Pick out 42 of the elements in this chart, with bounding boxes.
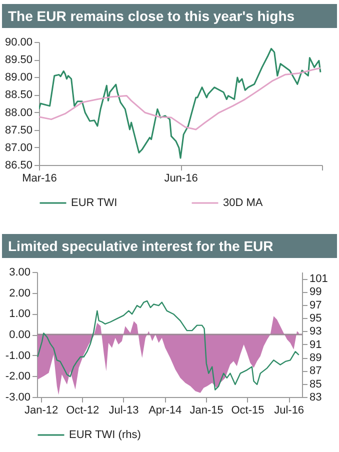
legend-label: 30D MA xyxy=(223,197,264,209)
y2-tick-label: 87 xyxy=(310,365,322,378)
x-tick-label: Apr-14 xyxy=(148,404,182,416)
y-tick-label: 1.00 xyxy=(9,308,30,320)
y-tick-label: 86.50 xyxy=(4,160,32,172)
x-tick-label: Jan-12 xyxy=(24,404,58,416)
legend-label: EUR TWI xyxy=(71,197,118,209)
y-tick-label: 3.00 xyxy=(9,266,30,278)
y-tick-label: 88.00 xyxy=(4,106,32,119)
y2-tick-label: 93 xyxy=(310,326,322,338)
x-tick-label: Jan-15 xyxy=(190,404,224,416)
x-tick-label: Jul-13 xyxy=(108,404,139,416)
y-tick-label: 0.00 xyxy=(9,329,30,341)
y2-tick-label: 95 xyxy=(310,312,322,325)
x-tick-label: Mar-16 xyxy=(22,172,57,184)
y-tick-label: 90.00 xyxy=(4,36,32,48)
y-tick-label: 89.50 xyxy=(4,54,32,66)
y2-tick-label: 85 xyxy=(310,378,322,390)
y-tick-label: 88.50 xyxy=(4,89,32,102)
y2-tick-label: 89 xyxy=(310,352,322,364)
y-tick-label: 2.00 xyxy=(9,287,30,300)
chart-title: Limited speculative interest for the EUR xyxy=(2,234,337,258)
y2-tick-label: 91 xyxy=(310,338,322,351)
y2-tick-label: 101 xyxy=(310,273,328,286)
y2-tick-label: 99 xyxy=(310,286,322,298)
x-tick-label: Jul-16 xyxy=(274,404,304,416)
x-tick-label: Jun-16 xyxy=(164,172,198,184)
y2-tick-label: 97 xyxy=(310,299,322,312)
y-tick-label: 89.00 xyxy=(4,72,32,84)
line-series xyxy=(39,48,322,159)
y-tick-label: -1.00 xyxy=(5,350,30,362)
legend-label: EUR TWI (rhs) xyxy=(69,429,141,441)
y-tick-label: -2.00 xyxy=(5,370,30,383)
x-tick-label: Oct-15 xyxy=(231,404,264,416)
line-series xyxy=(39,67,322,130)
y2-tick-label: 83 xyxy=(310,392,322,404)
chart-title: The EUR remains close to this year's highs xyxy=(2,4,337,28)
y-tick-label: 87.00 xyxy=(4,142,32,154)
line-series xyxy=(37,300,300,390)
x-tick-label: Oct-12 xyxy=(66,404,100,416)
y-tick-label: 87.50 xyxy=(4,124,32,136)
y-tick-label: -3.00 xyxy=(5,392,30,404)
